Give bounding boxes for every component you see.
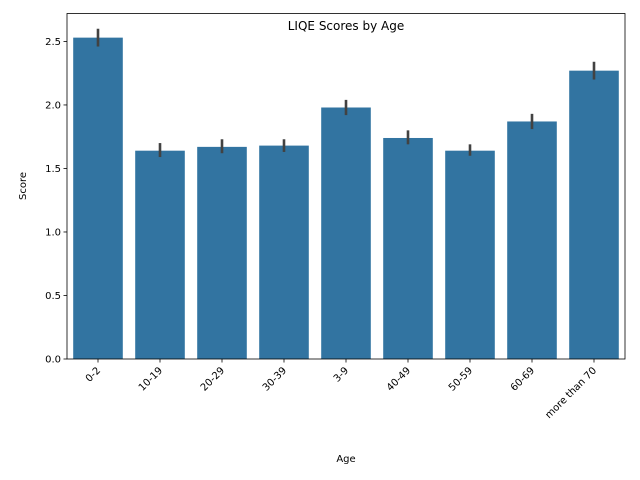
bar-0-2 <box>73 37 123 360</box>
y-tick-label: 0.0 <box>45 355 61 366</box>
x-tick-label: 10-19 <box>137 365 165 393</box>
y-axis-label: Score <box>18 172 29 200</box>
y-tick-label: 1.0 <box>45 227 61 238</box>
x-tick-label: 30-39 <box>261 365 289 393</box>
y-tick-label: 0.5 <box>45 291 61 302</box>
bar-50-59 <box>445 150 495 359</box>
x-tick-label: more than 70 <box>543 365 599 421</box>
plot-frame <box>66 13 626 360</box>
x-tick-label: 20-29 <box>199 365 227 393</box>
bar-10-19 <box>135 150 185 359</box>
error-bars-group <box>96 28 596 158</box>
bar-40-49 <box>383 137 433 359</box>
bar-20-29 <box>197 146 247 359</box>
x-tick-label: 50-59 <box>447 365 475 393</box>
x-tick-label: 40-49 <box>385 365 413 393</box>
chart-title: LIQE Scores by Age <box>288 19 404 33</box>
x-tick-label: 0-2 <box>84 365 103 384</box>
bar-more-than-70 <box>569 70 619 360</box>
y-tick-label: 2.5 <box>45 37 61 48</box>
x-tick-label: 60-69 <box>509 365 537 393</box>
x-axis-label: Age <box>336 454 355 465</box>
x-tick-label: 3-9 <box>332 365 351 384</box>
bar-3-9 <box>321 107 371 359</box>
bars-group <box>73 37 619 360</box>
bar-30-39 <box>259 145 309 359</box>
y-tick-label: 2.0 <box>45 100 61 111</box>
y-axis: 0.0 0.5 1.0 1.5 2.0 2.5 <box>45 37 67 366</box>
bar-60-69 <box>507 121 557 359</box>
x-axis: 0-2 10-19 20-29 30-39 3-9 40-49 50-59 60-69 more… <box>84 359 599 421</box>
y-tick-label: 1.5 <box>45 164 61 175</box>
